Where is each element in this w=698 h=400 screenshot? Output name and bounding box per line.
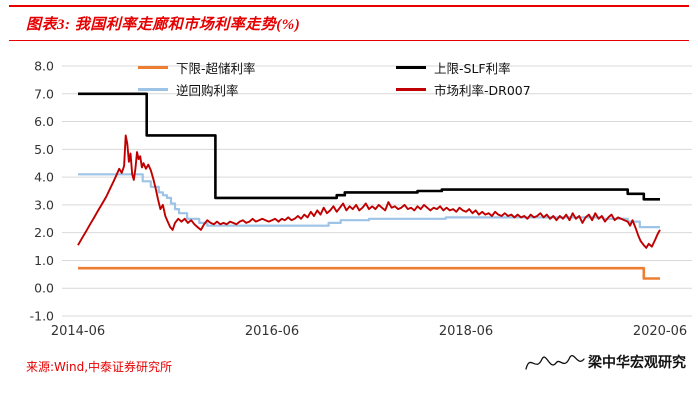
legend-label-dr007: 市场利率-DR007 [434, 82, 531, 98]
top-red-rule [9, 5, 689, 7]
y-tick-label: -1.0 [30, 309, 54, 324]
y-tick-label: 3.0 [34, 197, 54, 212]
brand-name: 梁中华宏观研究 [588, 355, 686, 371]
legend-label-lower-bound: 下限-超储利率 [176, 60, 256, 76]
y-tick-label: 4.0 [34, 170, 54, 185]
signature-scribble-icon [525, 355, 585, 370]
series-line-3 [77, 134, 661, 249]
legend-label-reverse-repo: 逆回购利率 [176, 82, 239, 98]
legend-item-lower-bound: 下限-超储利率 [138, 59, 396, 76]
x-tick-label: 2020-06 [633, 324, 687, 339]
series-line-2 [78, 92, 660, 201]
x-tick-label: 2014-06 [51, 324, 105, 339]
legend-label-slf-upper-bound: 上限-SLF利率 [434, 60, 511, 76]
source-note: 来源:Wind,中泰证券研究所 [26, 360, 173, 374]
title-divider-rule [9, 40, 689, 41]
y-tick-label: 5.0 [34, 142, 54, 157]
chart-legend: 下限-超储利率 上限-SLF利率 逆回购利率 市场利率-DR007 [138, 59, 531, 98]
y-tick-label: 7.0 [34, 86, 54, 101]
legend-swatch-slf-upper-bound [396, 65, 426, 69]
y-tick-label: 6.0 [34, 114, 54, 129]
x-tick-label: 2016-06 [245, 324, 299, 339]
legend-swatch-dr007 [396, 87, 426, 91]
y-tick-label: 0.0 [34, 281, 54, 296]
y-tick-label: 2.0 [34, 225, 54, 240]
legend-item-dr007: 市场利率-DR007 [396, 81, 531, 98]
y-tick-label: 8.0 [34, 59, 54, 74]
series-line-0 [78, 266, 660, 280]
legend-swatch-reverse-repo [138, 87, 168, 91]
brand-signature: 梁中华宏观研究 [524, 349, 686, 375]
legend-item-slf-upper-bound: 上限-SLF利率 [396, 59, 531, 76]
series-line-1 [78, 173, 660, 229]
legend-swatch-lower-bound [138, 65, 168, 69]
y-tick-label: 1.0 [34, 253, 54, 268]
figure-title: 图表3: 我国利率走廊和市场利率走势(%) [26, 17, 301, 33]
legend-item-reverse-repo: 逆回购利率 [138, 81, 396, 98]
x-tick-label: 2018-06 [439, 324, 493, 339]
